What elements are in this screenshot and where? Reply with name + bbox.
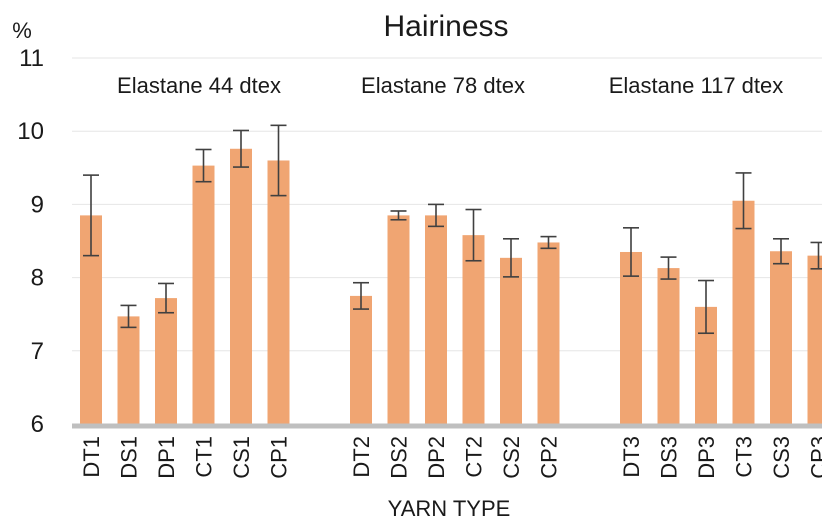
bar-dt1 [80,215,102,424]
x-axis-label: YARN TYPE [388,496,511,521]
labels: Hairiness % YARN TYPE 6 7 8 9 10 11 Elastane 4… [12,10,822,521]
y-tick-label: 6 [31,411,44,438]
y-tick-label: 9 [31,191,44,218]
y-tick-label: 7 [31,338,44,365]
bar-ds2 [387,215,410,424]
group-label: Elastane 78 dtex [361,73,525,98]
x-tick-label: DP1 [154,436,179,479]
bar-ct2 [462,235,485,424]
y-axis-label: % [12,18,32,43]
error-bars [83,124,822,335]
bar-dt3 [620,251,642,424]
bar-cs1 [230,148,252,424]
x-tick-label: DP2 [424,436,449,479]
bar-ds3 [657,268,680,424]
bar-dt2 [350,295,372,424]
bars [80,148,822,425]
chart-title: Hairiness [383,10,508,43]
x-tick-label: DS1 [117,436,142,479]
x-tick-label: CT2 [462,436,487,478]
bar-ct3 [732,200,755,424]
x-tick-label: DS2 [387,436,412,479]
bar-cs2 [500,257,522,424]
bar-cs3 [770,251,792,424]
x-tick-label: CS2 [499,436,524,479]
y-tick-label: 11 [19,45,44,72]
y-tick-label: 10 [17,118,44,145]
x-tick-label: DT2 [349,436,374,478]
bar-cp2 [537,242,560,424]
bar-cp1 [267,160,290,425]
group-label: Elastane 117 dtex [609,73,784,98]
bar-dp2 [425,215,447,424]
x-tick-label: CP3 [807,436,822,479]
bar-cp3 [807,255,822,424]
x-tick-label: CT3 [732,436,757,478]
x-tick-label: CP2 [537,436,562,479]
x-tick-label: DT1 [79,436,104,478]
bar-ds1 [117,316,140,424]
x-tick-label: CT1 [192,436,217,478]
bar-dp1 [155,298,177,424]
x-tick-label: DT3 [619,436,644,478]
x-tick-label: CS1 [229,436,254,479]
x-tick-label: CP1 [267,436,292,479]
x-tick-label: DS3 [657,436,682,479]
y-tick-label: 8 [31,265,44,292]
bar-dp3 [695,306,717,424]
x-tick-label: CS3 [769,436,794,479]
group-label: Elastane 44 dtex [117,73,281,98]
x-tick-label: DP3 [694,436,719,479]
bar-ct1 [192,165,215,424]
